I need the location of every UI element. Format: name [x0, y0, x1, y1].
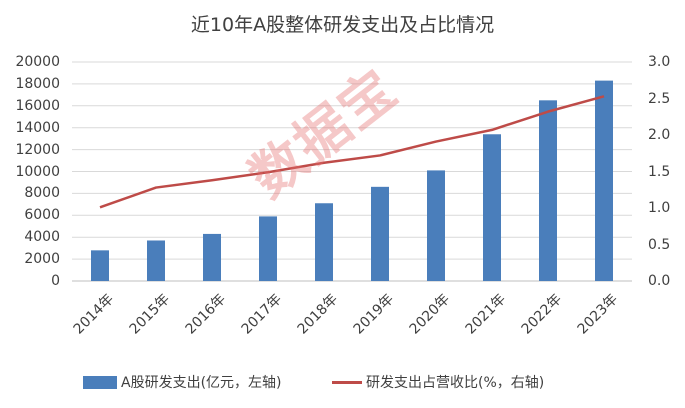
bar [483, 134, 501, 281]
left-axis-tick-label: 12000 [15, 141, 60, 158]
right-axis-tick-label: 0.5 [648, 236, 671, 253]
bar [147, 240, 165, 281]
right-axis-tick-label: 1.0 [648, 200, 671, 216]
line-series [99, 95, 605, 209]
bar [315, 203, 333, 281]
bar [427, 170, 445, 281]
left-axis-tick-label: 8000 [24, 185, 60, 202]
bar [203, 233, 221, 281]
bar [595, 80, 613, 282]
bar [259, 216, 277, 281]
legend-line-label: 研发支出占营收比(%，右轴) [366, 375, 545, 391]
left-axis-tick-label: 16000 [15, 97, 60, 114]
left-axis-tick-label: 0 [51, 273, 60, 289]
legend: A股研发支出(亿元，左轴) 研发支出占营收比(%，右轴) [0, 372, 685, 394]
left-axis-tick-label: 10000 [15, 163, 60, 180]
legend-bar-swatch [83, 376, 117, 389]
right-axis-tick-label: 2.0 [648, 127, 671, 143]
left-axis-tick-label: 18000 [15, 75, 60, 92]
left-axis-tick-label: 14000 [15, 119, 60, 136]
right-axis-tick-label: 0.0 [648, 273, 671, 289]
left-axis-tick-label: 2000 [24, 251, 60, 268]
bar [91, 250, 109, 281]
right-axis-tick-label: 3.0 [648, 54, 671, 70]
right-axis-tick-label: 2.5 [648, 90, 671, 107]
bar [539, 100, 557, 281]
bar [371, 186, 389, 281]
left-axis-tick-label: 4000 [24, 229, 60, 246]
right-axis-tick-label: 1.5 [648, 163, 671, 180]
chart-title: 近10年A股整体研发支出及占比情况 [190, 14, 495, 36]
left-axis-tick-label: 20000 [15, 54, 60, 70]
left-axis-tick-label: 6000 [24, 207, 60, 224]
legend-line-swatch [332, 381, 362, 384]
legend-bar-label: A股研发支出(亿元，左轴) [121, 375, 282, 391]
